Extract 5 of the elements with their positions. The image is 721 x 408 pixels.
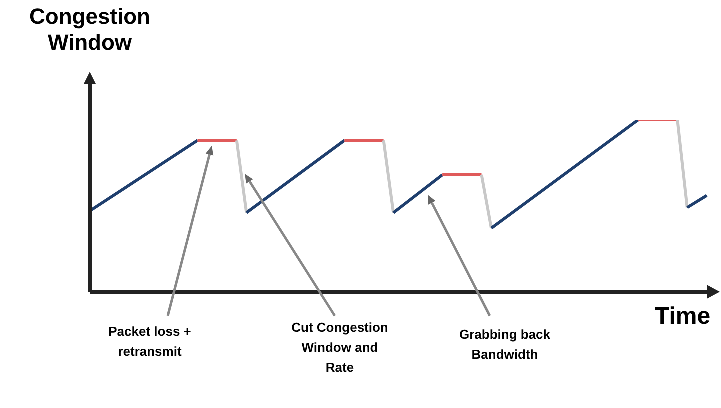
x-axis-title: Time [655, 303, 711, 331]
y-axis-title: Congestion Window [28, 4, 152, 56]
text: Grabbing back Bandwidth [458, 326, 552, 364]
text: Cut Congestion Window and Rate [290, 319, 390, 377]
text: Packet loss + retransmit [108, 323, 192, 361]
